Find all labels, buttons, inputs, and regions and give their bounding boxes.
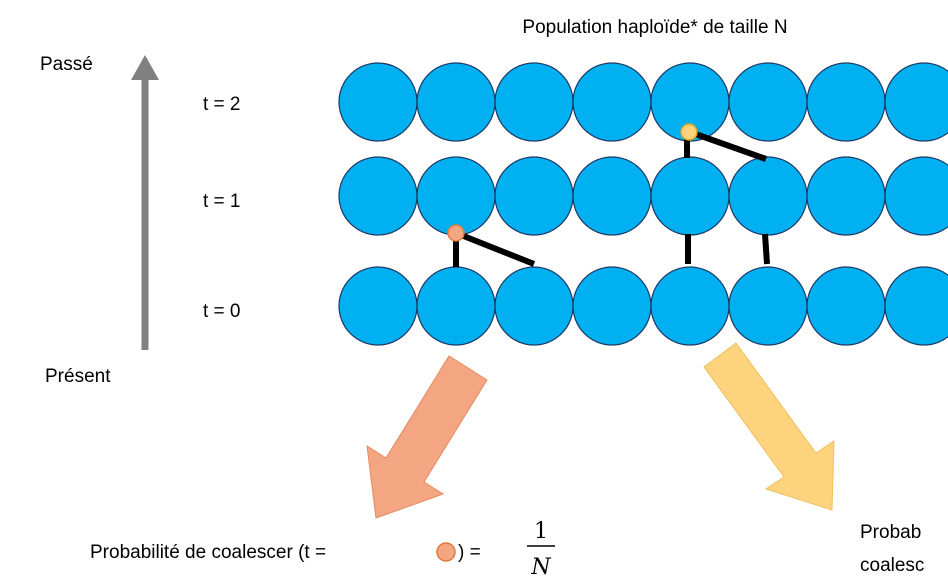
individual	[494, 156, 574, 236]
probability-text: Probab	[860, 522, 921, 543]
individual	[884, 266, 948, 346]
time-label: t = 0	[203, 301, 241, 322]
individual	[728, 62, 808, 142]
individual	[728, 266, 808, 346]
time-label: t = 1	[203, 191, 241, 212]
individual	[572, 62, 652, 142]
individual	[416, 266, 496, 346]
probability-icon	[436, 542, 456, 562]
present-label: Présent	[45, 366, 111, 387]
probability-text: coalesc	[860, 555, 924, 576]
individual	[884, 156, 948, 236]
time-label: t = 2	[203, 94, 241, 115]
coalescence-node	[680, 123, 698, 141]
individual	[338, 156, 418, 236]
past-label: Passé	[40, 54, 93, 75]
individual	[494, 266, 574, 346]
individual	[806, 62, 886, 142]
individual	[650, 156, 730, 236]
individual	[806, 156, 886, 236]
individual	[494, 62, 574, 142]
title: Population haploïde* de taille N	[522, 17, 787, 38]
individual	[884, 62, 948, 142]
individual	[728, 156, 808, 236]
individual	[338, 62, 418, 142]
individual	[650, 266, 730, 346]
individual	[416, 62, 496, 142]
individual	[572, 156, 652, 236]
individual	[416, 156, 496, 236]
probability-text: Probabilité de coalescer (t =	[90, 542, 326, 563]
time-arrow	[131, 55, 159, 350]
denominator: N	[530, 555, 551, 580]
individual	[806, 266, 886, 346]
numerator: 1	[534, 519, 548, 544]
individual	[572, 266, 652, 346]
individual	[338, 266, 418, 346]
probability-text: ) =	[458, 542, 481, 563]
coalescence-node	[447, 224, 465, 242]
population	[338, 62, 948, 346]
arrow-left	[366, 355, 488, 519]
arrow-right	[703, 342, 835, 511]
